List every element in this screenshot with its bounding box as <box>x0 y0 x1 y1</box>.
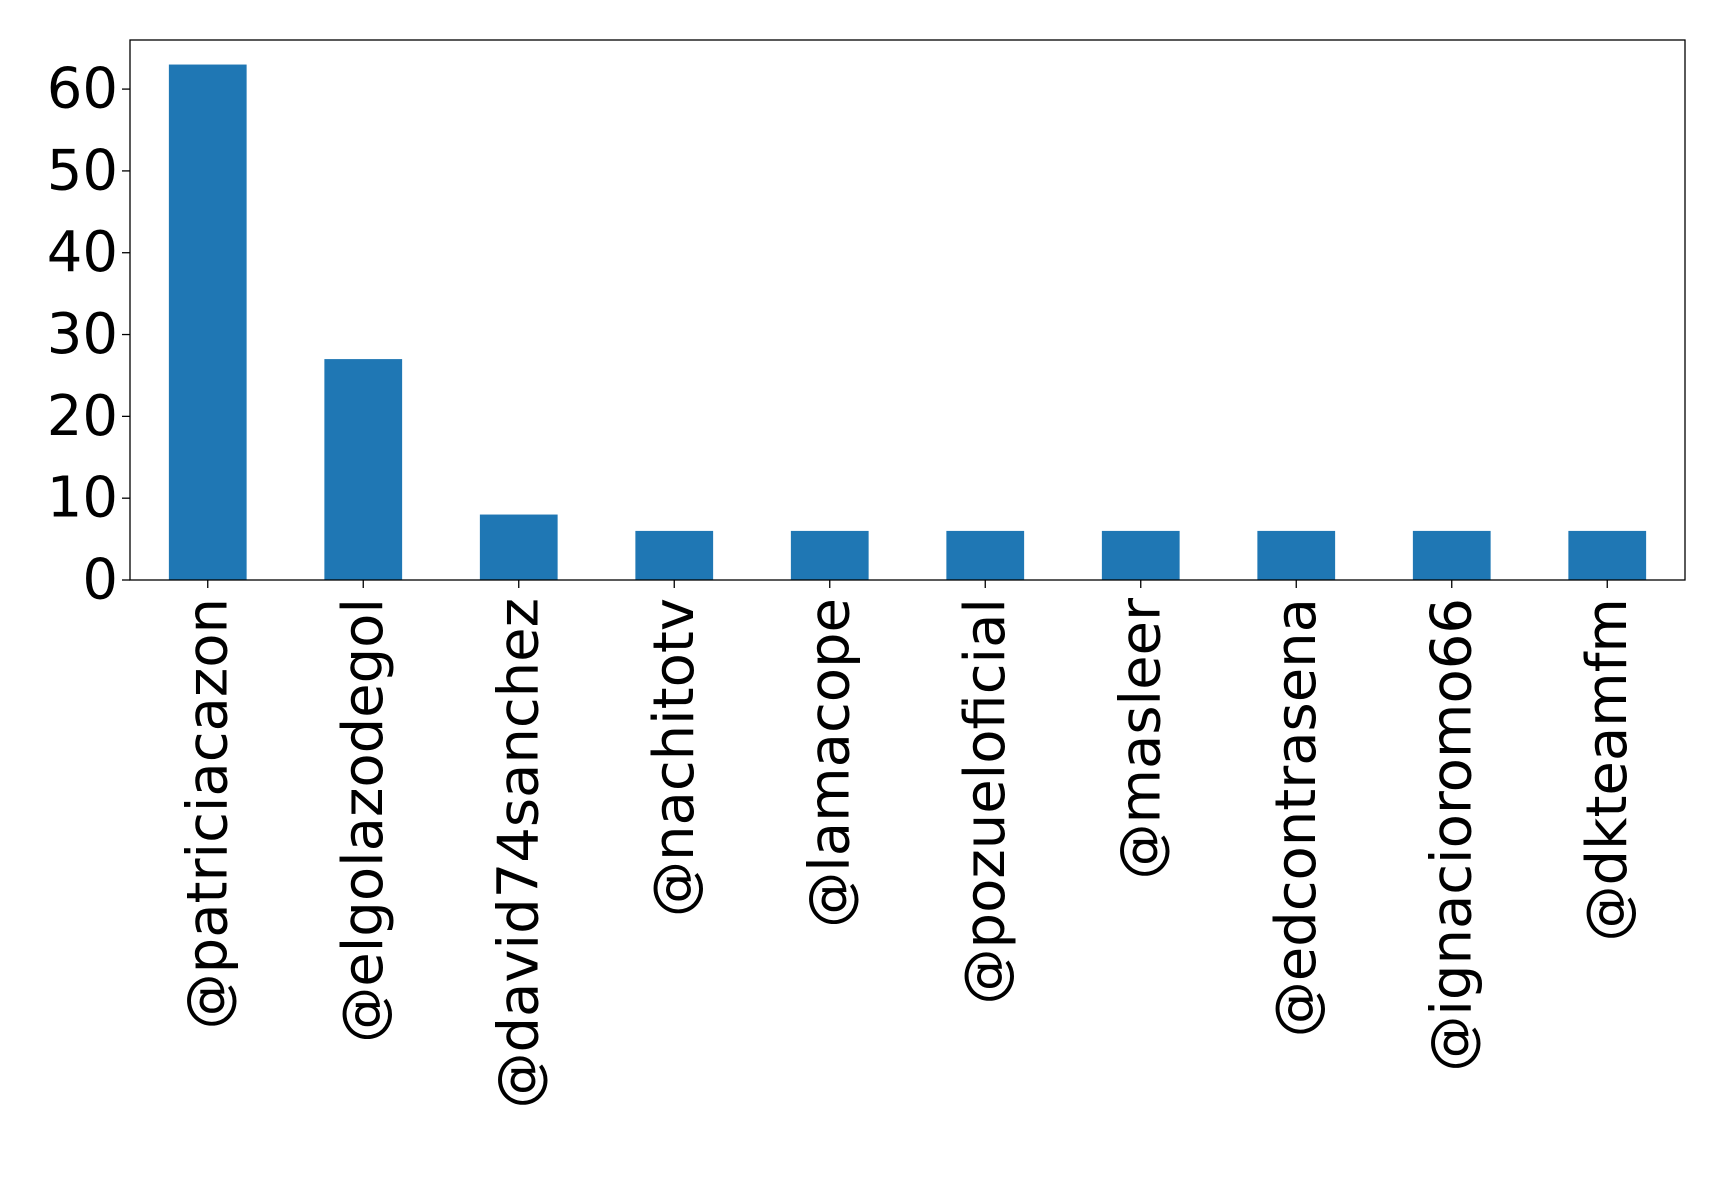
y-tick-label: 20 <box>47 384 118 449</box>
y-tick-label: 60 <box>47 57 118 122</box>
bar-edcontrasena <box>1257 530 1336 580</box>
x-tick-label: @edcontrasena <box>1264 598 1329 1037</box>
y-tick-label: 50 <box>47 138 118 203</box>
bar-patriciacazon <box>168 64 247 580</box>
bar-david74sanchez <box>479 514 558 580</box>
bars-group <box>168 64 1647 580</box>
y-tick-label: 40 <box>47 220 118 285</box>
y-tick-label: 10 <box>47 466 118 531</box>
x-tick-label: @pozueloficial <box>953 598 1018 1004</box>
plot-frame <box>129 39 1686 581</box>
x-tick-label: @masleer <box>1108 597 1173 880</box>
y-tick-label: 30 <box>47 302 118 367</box>
x-axis: @patriciacazon @elgolazodegol @david74sanc… <box>175 580 1640 1108</box>
bar-dkteamfm <box>1568 530 1647 580</box>
x-tick-label: @nachitotv <box>642 598 707 917</box>
bar-pozueloficial <box>946 530 1025 580</box>
x-tick-label: @lamacope <box>797 598 862 928</box>
x-tick-label: @elgolazodegol <box>331 598 396 1043</box>
x-tick-label: @david74sanchez <box>486 598 551 1108</box>
x-tick-label: @dkteamfm <box>1575 598 1640 942</box>
x-tick-label: @ignacioromo66 <box>1419 598 1484 1072</box>
bar-ignacioromo66 <box>1412 530 1491 580</box>
x-tick-label: @patriciacazon <box>175 598 240 1029</box>
bar-lamacope <box>790 530 869 580</box>
bar-nachitotv <box>635 530 714 580</box>
y-tick-label: 0 <box>82 548 118 613</box>
y-axis: 0 10 20 30 40 50 60 <box>47 57 130 613</box>
bar-masleer <box>1101 530 1180 580</box>
bar-elgolazodegol <box>324 359 403 580</box>
